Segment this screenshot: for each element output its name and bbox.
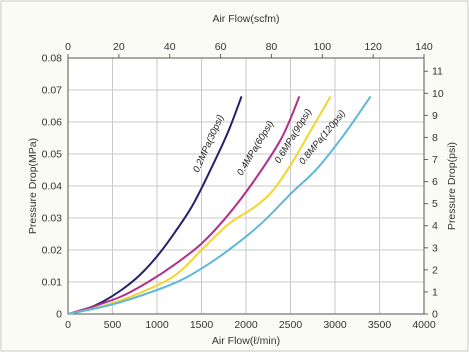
x-top-tick-label: 140 xyxy=(415,41,433,53)
y-right-tick-label: 4 xyxy=(432,220,438,232)
y-right-tick-label: 8 xyxy=(432,132,438,144)
y-left-tick-label: 0.03 xyxy=(42,213,63,225)
y-right-tick-label: 5 xyxy=(432,198,438,210)
y-right-tick-label: 1 xyxy=(432,286,438,298)
y-right-tick-label: 9 xyxy=(432,110,438,122)
x-bottom-tick-label: 3500 xyxy=(368,319,392,331)
x-bottom-tick-label: 3000 xyxy=(323,319,347,331)
x-bottom-tick-label: 1500 xyxy=(190,319,214,331)
x-top-tick-label: 60 xyxy=(215,41,227,53)
x-top-tick-label: 100 xyxy=(314,41,332,53)
y-right-tick-label: 2 xyxy=(432,264,438,276)
series-line-2 xyxy=(67,96,301,315)
y-left-tick-label: 0 xyxy=(56,309,62,321)
y-left-axis-title: Pressure Drop(MPa) xyxy=(27,138,39,234)
x-top-tick-label: 80 xyxy=(266,41,278,53)
plot-frame xyxy=(67,57,425,315)
x-bottom-tick-label: 1000 xyxy=(145,319,169,331)
y-left-tick-label: 0.02 xyxy=(42,245,63,257)
series-line-3 xyxy=(67,95,332,315)
x-top-tick-label: 0 xyxy=(65,41,71,53)
x-top-tick-label: 40 xyxy=(164,41,176,53)
y-right-tick-label: 10 xyxy=(432,88,444,100)
x-top-tick-label: 20 xyxy=(113,41,125,53)
x-bottom-axis-title: Air Flow(ℓ/min) xyxy=(212,335,280,347)
y-left-tick-label: 0.07 xyxy=(42,85,63,97)
series-line-4 xyxy=(67,95,372,315)
x-bottom-tick-label: 4000 xyxy=(412,319,436,331)
x-top-tick-label: 120 xyxy=(364,41,382,53)
y-left-tick-label: 0.05 xyxy=(42,149,63,161)
x-bottom-tick-label: 500 xyxy=(104,319,122,331)
y-right-tick-label: 3 xyxy=(432,242,438,254)
y-left-tick-label: 0.01 xyxy=(42,277,63,289)
y-right-tick-label: 0 xyxy=(432,309,438,321)
y-left-tick-label: 0.04 xyxy=(42,181,63,193)
x-bottom-tick-label: 2500 xyxy=(279,319,303,331)
y-right-axis-title: Pressure Drop(psi) xyxy=(446,142,458,230)
x-bottom-tick-label: 0 xyxy=(65,319,71,331)
x-top-axis-title: Air Flow(scfm) xyxy=(212,13,279,25)
y-right-tick-label: 7 xyxy=(432,154,438,166)
x-bottom-tick-label: 2000 xyxy=(234,319,258,331)
y-right-tick-label: 11 xyxy=(432,66,443,78)
y-left-tick-label: 0.06 xyxy=(42,117,63,129)
y-left-tick-label: 0.08 xyxy=(42,53,63,65)
y-right-tick-label: 6 xyxy=(432,176,438,188)
